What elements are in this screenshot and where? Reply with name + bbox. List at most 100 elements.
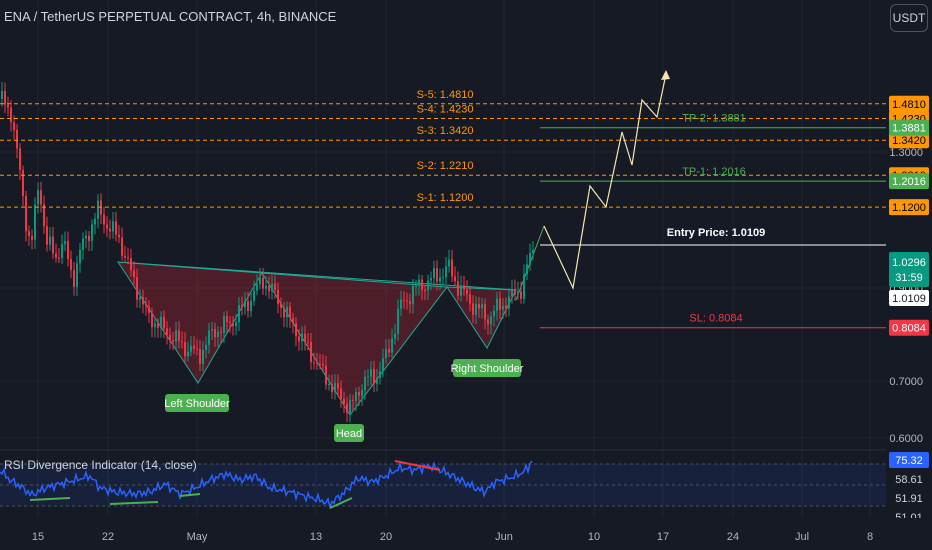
candle-body (349, 399, 351, 413)
currency-button[interactable]: USDT (890, 4, 928, 32)
rsi-tag-bg (889, 452, 929, 468)
candle-body (391, 338, 393, 353)
candle-body (403, 299, 405, 301)
candle-body (139, 297, 141, 300)
candle-body (61, 244, 63, 258)
projection-line (543, 73, 667, 291)
candle-body (424, 289, 426, 291)
price-axis: 1.30000.90000.70000.60001.48101.42301.34… (887, 95, 932, 550)
candle-body (472, 303, 474, 315)
candle-body (517, 291, 519, 295)
price-tag-s1: 1.1200 (889, 199, 929, 216)
price-tag-bg (889, 290, 929, 306)
price-tag-text: 1.2016 (892, 176, 926, 188)
candle-body (427, 280, 429, 291)
rsi-tag: 75.32 (889, 452, 929, 468)
price-tick-label: 0.7000 (889, 376, 923, 388)
candle-body (172, 340, 174, 342)
candle-body (34, 204, 36, 240)
candle-body (421, 279, 423, 290)
candle-body (133, 270, 135, 278)
candle-body (283, 308, 285, 318)
candle-body (88, 235, 90, 241)
candle-body (82, 238, 84, 250)
candle-body (151, 313, 153, 328)
candle-body (124, 255, 126, 258)
price-tag-text: 1.1200 (892, 202, 926, 214)
candle-body (238, 305, 240, 323)
candle-body (526, 264, 528, 275)
candle-body (328, 383, 330, 385)
candle-body (301, 333, 303, 342)
candle-body (193, 345, 195, 349)
candle-body (13, 122, 15, 130)
candle-body (325, 365, 327, 385)
level-label-entry: Entry Price: 1.0109 (667, 227, 765, 239)
price-tag-text: 1.4810 (892, 99, 926, 111)
candles (1, 82, 534, 423)
candle-body (487, 319, 489, 325)
candle-body (460, 285, 462, 296)
candle-body (208, 330, 210, 345)
price-tag-bg (889, 119, 929, 136)
candle-body (466, 289, 468, 295)
candle-body (163, 316, 165, 329)
candle-body (181, 341, 183, 343)
candle-body (223, 316, 225, 333)
candle-body (25, 196, 27, 232)
price-tag-s5: 1.4810 (889, 95, 929, 112)
candle-body (409, 300, 411, 305)
neckline (117, 261, 517, 291)
candle-body (202, 349, 204, 364)
candle-body (130, 258, 132, 271)
price-tag-text: 0.8084 (892, 323, 926, 335)
candle-body (412, 285, 414, 305)
candle-body (322, 364, 324, 366)
bullish-divergence-line (109, 501, 159, 505)
candle-body (439, 277, 441, 282)
candle-body (514, 288, 516, 295)
candle-body (226, 316, 228, 323)
candle-body (178, 330, 180, 342)
candle-body (337, 382, 339, 389)
candle-body (55, 253, 57, 258)
time-tick-label: 20 (380, 531, 392, 543)
candle-body (313, 362, 315, 364)
candle-body (16, 129, 18, 149)
candle-body (166, 328, 168, 336)
level-label-s3: S-3: 1.3420 (417, 125, 474, 137)
candle-body (382, 358, 384, 372)
candle-body (85, 235, 87, 239)
candle-body (76, 263, 78, 287)
candle-body (343, 398, 345, 404)
candle-body (457, 281, 459, 296)
candle-body (196, 348, 198, 350)
time-tick-label: 13 (310, 531, 322, 543)
candle-body (112, 221, 114, 232)
candle-body (484, 304, 486, 320)
price-tick-label: 0.6000 (889, 433, 923, 445)
candle-body (247, 301, 249, 312)
rsi-tag: 58.61 (895, 474, 923, 486)
pattern-label-bg (165, 394, 229, 412)
price-tag-text: 1.3420 (892, 135, 926, 147)
candle-body (253, 290, 255, 301)
candle-body (307, 341, 309, 343)
candle-body (94, 218, 96, 225)
price-tag-sl: 0.8084 (889, 319, 929, 336)
candle-body (274, 283, 276, 291)
candle-body (109, 228, 111, 232)
candle-body (205, 344, 207, 350)
candle-body (448, 259, 450, 267)
rsi-tag-text: 75.32 (895, 455, 923, 467)
candle-body (277, 290, 279, 304)
price-tag-s3: 1.3420 (889, 132, 929, 149)
candle-body (64, 240, 66, 245)
candle-body (217, 331, 219, 338)
candle-body (520, 291, 522, 299)
candle-body (103, 214, 105, 225)
candle-body (106, 224, 108, 229)
candle-body (229, 322, 231, 324)
level-label-s2: S-2: 1.2210 (417, 160, 474, 172)
